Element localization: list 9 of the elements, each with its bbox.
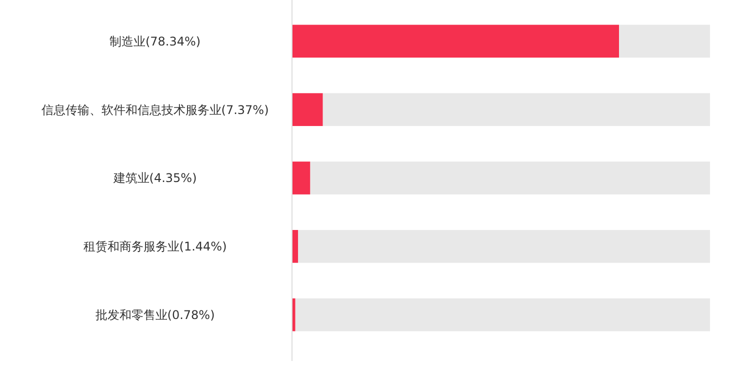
y-tick-label: 批发和零售业(0.78%) <box>95 308 215 322</box>
bar <box>292 298 296 332</box>
y-tick-label: 租赁和商务服务业(1.44%) <box>83 240 227 254</box>
y-tick-label: 信息传输、软件和信息技术服务业(7.37%) <box>41 102 269 117</box>
bar <box>292 162 310 194</box>
y-tick-label: 制造业(78.34%) <box>109 34 201 48</box>
y-tick-label: 建筑业(4.35%) <box>112 171 197 186</box>
bar <box>292 93 323 126</box>
bar <box>292 230 298 263</box>
